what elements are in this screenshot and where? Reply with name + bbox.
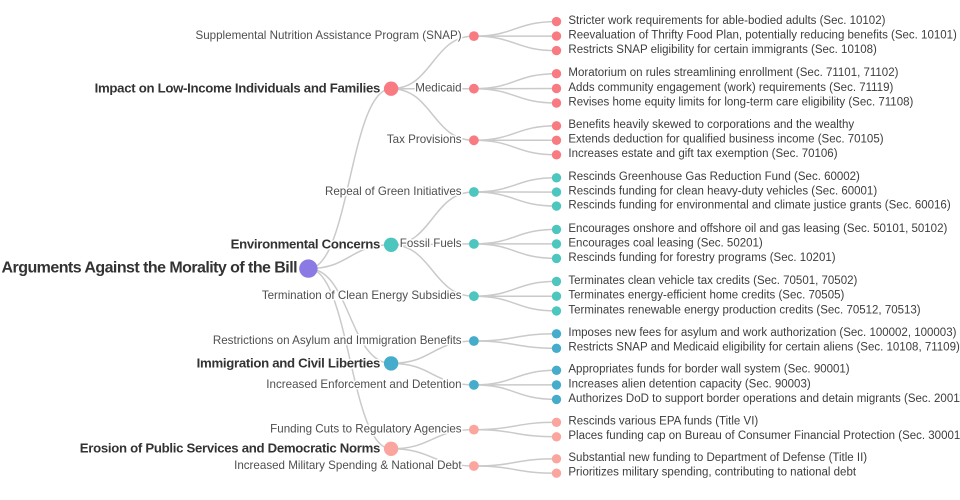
svg-text:Restricts SNAP and Medicaid el: Restricts SNAP and Medicaid eligibility … bbox=[568, 342, 960, 354]
svg-text:Rescinds Greenhouse Gas Reduct: Rescinds Greenhouse Gas Reduction Fund (… bbox=[568, 171, 860, 183]
svg-text:Terminates renewable energy pr: Terminates renewable energy production c… bbox=[568, 304, 920, 316]
svg-text:Prioritizes military spending,: Prioritizes military spending, contribut… bbox=[568, 467, 856, 479]
svg-text:Terminates clean vehicle tax c: Terminates clean vehicle tax credits (Se… bbox=[568, 275, 857, 287]
svg-text:Environmental Concerns: Environmental Concerns bbox=[231, 237, 381, 252]
svg-text:Imposes new fees for asylum an: Imposes new fees for asylum and work aut… bbox=[568, 327, 956, 339]
svg-text:Fossil Fuels: Fossil Fuels bbox=[400, 237, 462, 250]
svg-text:Restrictions on Asylum and Imm: Restrictions on Asylum and Immigration B… bbox=[213, 334, 462, 347]
svg-text:Funding Cuts to Regulatory Age: Funding Cuts to Regulatory Agencies bbox=[270, 423, 462, 436]
svg-text:Rescinds funding for clean hea: Rescinds funding for clean heavy-duty ve… bbox=[568, 186, 877, 198]
svg-text:Supplemental Nutrition Assista: Supplemental Nutrition Assistance Progra… bbox=[195, 29, 461, 42]
svg-text:Medicaid: Medicaid bbox=[415, 82, 461, 95]
svg-text:Encourages coal leasing (Sec.: Encourages coal leasing (Sec. 50201) bbox=[568, 237, 763, 249]
svg-text:Encourages onshore and offshor: Encourages onshore and offshore oil and … bbox=[568, 223, 947, 235]
svg-text:Reevaluation of Thrifty Food P: Reevaluation of Thrifty Food Plan, poten… bbox=[568, 30, 957, 42]
svg-text:Revises home equity limits for: Revises home equity limits for long-term… bbox=[568, 96, 913, 108]
svg-text:Tax Provisions: Tax Provisions bbox=[387, 133, 462, 146]
svg-text:Immigration and Civil Libertie: Immigration and Civil Liberties bbox=[197, 355, 380, 370]
svg-text:Substantial new funding to Dep: Substantial new funding to Department of… bbox=[568, 452, 867, 464]
svg-text:Stricter work requirements for: Stricter work requirements for able-bodi… bbox=[568, 15, 885, 27]
svg-text:Rescinds funding for environme: Rescinds funding for environmental and c… bbox=[568, 200, 950, 212]
svg-text:Increases alien detention capa: Increases alien detention capacity (Sec.… bbox=[568, 378, 810, 390]
svg-text:Restricts SNAP eligibility for: Restricts SNAP eligibility for certain i… bbox=[568, 44, 877, 56]
svg-text:Repeal of Green Initiatives: Repeal of Green Initiatives bbox=[325, 185, 462, 198]
svg-text:Increases estate and gift tax: Increases estate and gift tax exemption … bbox=[568, 148, 837, 160]
svg-text:Termination of Clean Energy Su: Termination of Clean Energy Subsidies bbox=[262, 289, 462, 302]
svg-text:Appropriates funds for border: Appropriates funds for border wall syste… bbox=[568, 364, 849, 376]
svg-text:Rescinds funding for forestry: Rescinds funding for forestry programs (… bbox=[568, 252, 835, 264]
svg-text:Impact on Low-Income Individua: Impact on Low-Income Individuals and Fam… bbox=[95, 81, 380, 96]
svg-text:Erosion of Public Services and: Erosion of Public Services and Democrati… bbox=[80, 441, 380, 456]
svg-text:Arguments Against the Morality: Arguments Against the Morality of the Bi… bbox=[2, 260, 298, 277]
svg-text:Increased Military Spending &: Increased Military Spending & National D… bbox=[234, 459, 462, 472]
svg-text:Adds community engagement (wor: Adds community engagement (work) require… bbox=[568, 82, 893, 94]
svg-text:Extends deduction for qualifie: Extends deduction for qualified business… bbox=[568, 134, 883, 146]
svg-text:Terminates energy-efficient ho: Terminates energy-efficient home credits… bbox=[568, 290, 844, 302]
svg-text:Authorizes DoD to support bord: Authorizes DoD to support border operati… bbox=[568, 393, 960, 405]
svg-text:Rescinds various EPA funds (Ti: Rescinds various EPA funds (Title VI) bbox=[568, 416, 758, 428]
svg-text:Moratorium on rules streamlini: Moratorium on rules streamlining enrollm… bbox=[568, 67, 898, 79]
svg-text:Benefits heavily skewed to cor: Benefits heavily skewed to corporations … bbox=[568, 119, 854, 131]
svg-text:Places funding cap on Bureau o: Places funding cap on Bureau of Consumer… bbox=[568, 430, 960, 442]
svg-text:Increased Enforcement and Dete: Increased Enforcement and Detention bbox=[266, 378, 461, 391]
